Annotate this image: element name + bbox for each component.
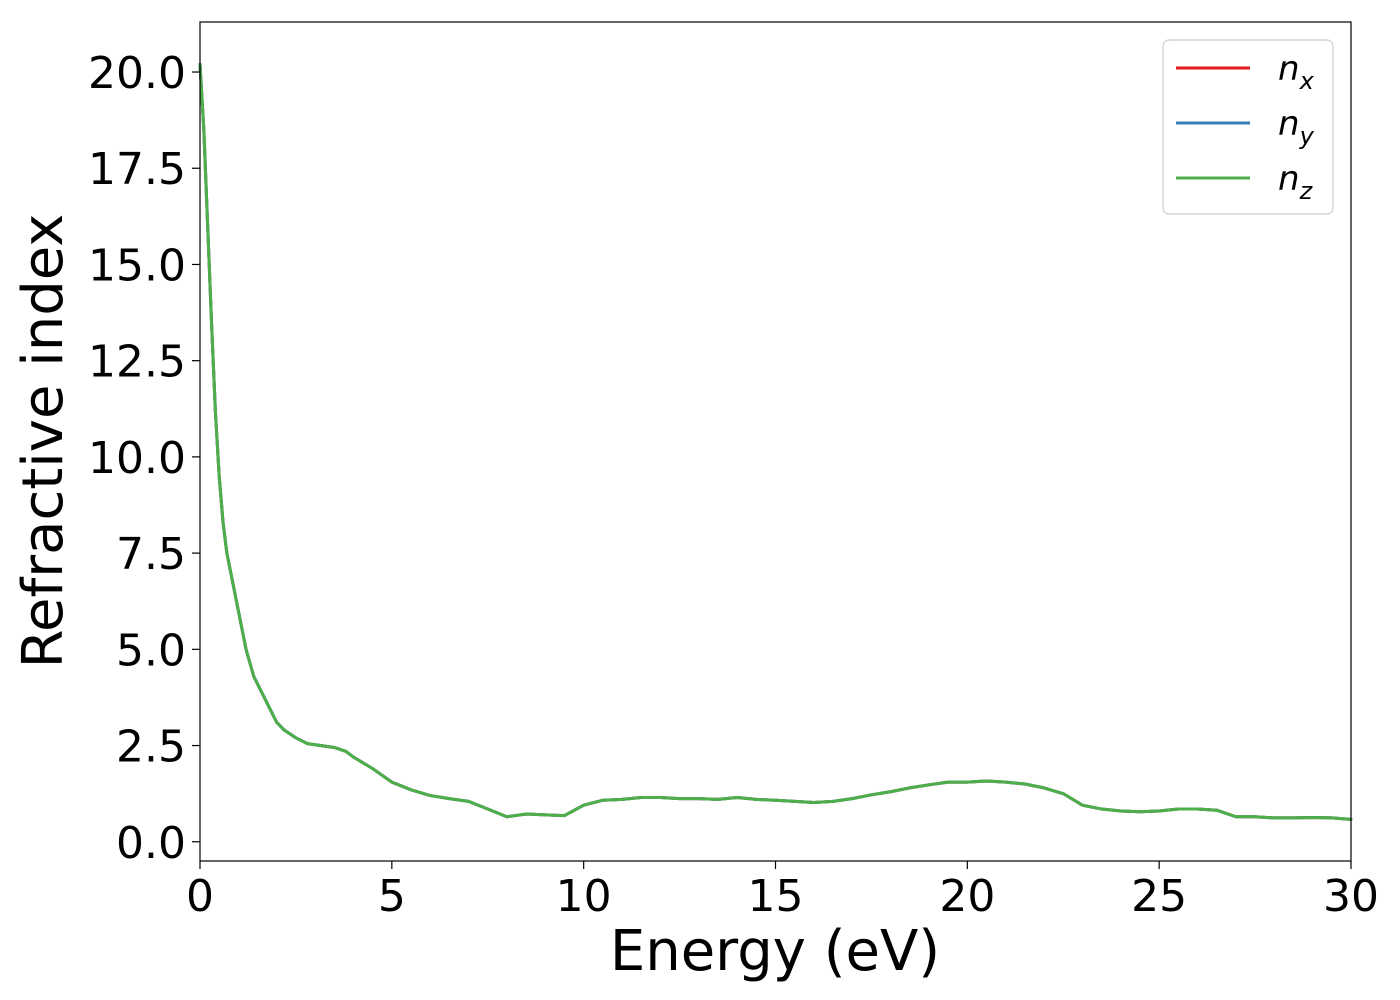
series-line-z bbox=[198, 62, 1353, 821]
x-tick-label: 30 bbox=[1323, 871, 1379, 922]
legend: nx ny nz bbox=[1162, 39, 1334, 215]
x-tick-label: 10 bbox=[556, 871, 612, 922]
x-tick-label: 20 bbox=[939, 871, 995, 922]
x-axis-label: Energy (eV) bbox=[610, 919, 940, 984]
legend-label-z: nz bbox=[1278, 159, 1314, 205]
y-tick-label: 7.5 bbox=[116, 529, 186, 580]
plot-area bbox=[200, 22, 1351, 861]
y-tick-label: 17.5 bbox=[88, 144, 186, 195]
y-axis: 0.0 2.5 5.0 7.5 10.0 12.5 15.0 17.5 20.0 bbox=[88, 48, 200, 869]
y-tick-label: 20.0 bbox=[88, 48, 186, 99]
x-axis: 0 5 10 15 20 25 30 bbox=[186, 861, 1379, 922]
x-tick-label: 15 bbox=[748, 871, 804, 922]
y-tick-label: 2.5 bbox=[116, 722, 186, 773]
legend-box bbox=[1162, 39, 1334, 215]
x-tick-label: 5 bbox=[378, 871, 406, 922]
legend-label-x: nx bbox=[1278, 49, 1315, 95]
y-axis-label: Refractive index bbox=[11, 214, 76, 669]
y-tick-label: 0.0 bbox=[116, 818, 186, 869]
y-tick-label: 15.0 bbox=[88, 240, 186, 291]
x-tick-label: 25 bbox=[1131, 871, 1187, 922]
series-layer bbox=[198, 62, 1353, 821]
y-tick-label: 10.0 bbox=[88, 433, 186, 484]
y-tick-label: 5.0 bbox=[116, 625, 186, 676]
y-tick-label: 12.5 bbox=[88, 337, 186, 388]
x-tick-label: 0 bbox=[186, 871, 214, 922]
legend-label-y: ny bbox=[1278, 104, 1315, 150]
